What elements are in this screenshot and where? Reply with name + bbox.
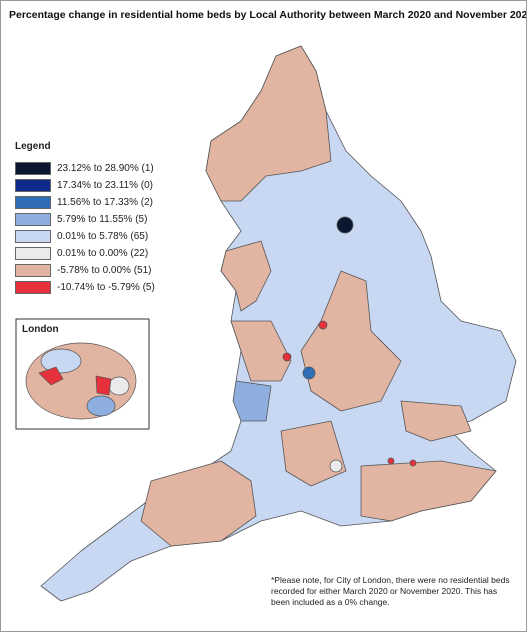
- footnote: *Please note, for City of London, there …: [271, 575, 510, 607]
- legend-items: 23.12% to 28.90% (1) 17.34% to 23.11% (0)…: [15, 160, 155, 296]
- london-area: [86, 395, 116, 417]
- region-north: [205, 45, 332, 202]
- legend-title: Legend: [15, 141, 51, 152]
- london-area: [108, 376, 130, 396]
- dark-authority: [336, 216, 354, 234]
- region-east: [400, 400, 472, 442]
- region-southwest: [140, 460, 257, 547]
- red-authority: [387, 457, 395, 465]
- legend-item: 0.01% to 5.78% (65): [15, 228, 155, 245]
- region-pennines: [220, 240, 272, 312]
- london-red-area: [38, 366, 64, 386]
- legend-label: 0.01% to 5.78% (65): [57, 231, 149, 242]
- legend-swatch: [15, 247, 51, 260]
- red-authority: [409, 459, 417, 467]
- red-authority: [318, 320, 328, 330]
- legend-item: 0.01% to 0.00% (22): [15, 245, 155, 262]
- legend-label: 17.34% to 23.11% (0): [57, 180, 153, 191]
- grey-authority: [329, 459, 343, 473]
- legend-swatch: [15, 179, 51, 192]
- legend-item: -10.74% to -5.79% (5): [15, 279, 155, 296]
- legend-item: 5.79% to 11.55% (5): [15, 211, 155, 228]
- legend-swatch: [15, 196, 51, 209]
- legend-swatch: [15, 213, 51, 226]
- legend-label: 0.01% to 0.00% (22): [57, 248, 149, 259]
- london-red-area: [95, 375, 112, 396]
- legend-label: -10.74% to -5.79% (5): [57, 282, 155, 293]
- legend-item: -5.78% to 0.00% (51): [15, 262, 155, 279]
- legend-label: 5.79% to 11.55% (5): [57, 214, 148, 225]
- legend-label: 23.12% to 28.90% (1): [57, 163, 154, 174]
- legend-swatch: [15, 162, 51, 175]
- legend-item: 11.56% to 17.33% (2): [15, 194, 155, 211]
- red-authority: [282, 352, 292, 362]
- region-west: [230, 320, 292, 382]
- legend-label: -5.78% to 0.00% (51): [57, 265, 152, 276]
- region-midlands: [300, 270, 402, 412]
- map-title: Percentage change in residential home be…: [9, 9, 527, 21]
- legend-swatch: [15, 264, 51, 277]
- legend: Legend 23.12% to 28.90% (1) 17.34% to 23.…: [15, 141, 155, 296]
- blue-authority: [302, 366, 316, 380]
- legend-label: 11.56% to 17.33% (2): [57, 197, 153, 208]
- legend-swatch: [15, 230, 51, 243]
- legend-item: 23.12% to 28.90% (1): [15, 160, 155, 177]
- region-welsh-border: [232, 380, 272, 422]
- region-southeast: [360, 460, 497, 522]
- london-area: [40, 348, 82, 374]
- legend-item: 17.34% to 23.11% (0): [15, 177, 155, 194]
- inset-title: London: [22, 324, 59, 335]
- legend-swatch: [15, 281, 51, 294]
- region-centre-south: [280, 420, 347, 487]
